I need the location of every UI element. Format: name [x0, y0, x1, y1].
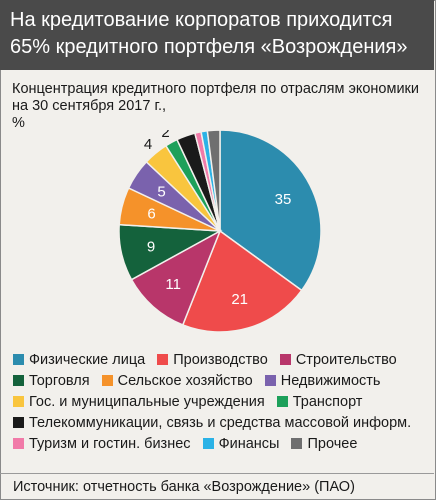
- pie-label-1: 35: [275, 191, 292, 208]
- page-title: На кредитование корпоратов приходится 65…: [10, 7, 430, 61]
- subtitle-line-1: Концентрация кредитного портфеля по отра…: [12, 81, 420, 97]
- subtitle-line-2: на 30 сентября 2017 г.,: [12, 98, 167, 114]
- pie-chart: 352111965423112: [118, 130, 322, 333]
- legend-item-transport: Транспорт: [276, 392, 363, 413]
- legend-label: Производство: [173, 352, 268, 368]
- legend-item-government: Гос. и муниципальные учреждения: [13, 392, 265, 413]
- title-line-1: На кредитование корпоратов приходится: [10, 9, 393, 31]
- legend-swatch: [264, 375, 276, 386]
- legend-swatch: [276, 396, 288, 407]
- legend-label: Физические лица: [29, 352, 146, 368]
- legend-label: Финансы: [218, 436, 280, 452]
- legend-label: Прочее: [307, 436, 358, 452]
- legend-swatch: [13, 438, 24, 449]
- legend-item-trade: Торговля: [13, 371, 90, 392]
- pie-label-8: 2: [161, 130, 169, 141]
- source-note: Источник: отчетность банка «Возрождение»…: [13, 479, 355, 495]
- pie-slice-3: [130, 229, 222, 326]
- legend-item-tourism: Туризм и гостин. бизнес: [13, 434, 191, 455]
- legend-label: Туризм и гостин. бизнес: [29, 436, 191, 452]
- legend-swatch: [157, 354, 169, 365]
- legend-item-real-estate: Недвижимость: [264, 371, 381, 392]
- legend-item-construction: Строительство: [279, 350, 397, 371]
- pie-label-5: 6: [147, 205, 155, 222]
- legend-row-1: Физические лица Производство Строительст…: [13, 350, 433, 371]
- legend-swatch: [279, 354, 291, 365]
- legend-label: Недвижимость: [280, 373, 381, 389]
- legend-item-agriculture: Сельское хозяйство: [101, 371, 253, 392]
- title-line-2: 65% кредитного портфеля «Возрождения»: [10, 36, 408, 58]
- pie-slice-1: [219, 130, 322, 292]
- legend-swatch: [202, 438, 214, 449]
- chart-subtitle: Концентрация кредитного портфеля по отра…: [12, 81, 432, 132]
- legend-label: Транспорт: [292, 394, 363, 410]
- legend-item-manufacturing: Производство: [157, 350, 268, 371]
- legend-item-individuals: Физические лица: [13, 350, 145, 371]
- legend-item-finance: Финансы: [202, 434, 280, 455]
- legend-label: Строительство: [295, 352, 397, 368]
- legend-label: Торговля: [29, 373, 90, 389]
- header-banner: На кредитование корпоратов приходится 65…: [0, 0, 434, 70]
- legend-row-2: Торговля Сельское хозяйство Недвижимость: [13, 371, 433, 392]
- pie-label-9: 3: [178, 130, 186, 134]
- legend-swatch: [13, 417, 24, 428]
- pie-label-7: 4: [144, 136, 152, 153]
- legend: Физические лица Производство Строительст…: [13, 350, 433, 455]
- legend-row-5: Туризм и гостин. бизнес Финансы Прочее: [13, 434, 433, 455]
- legend-swatch: [291, 438, 303, 449]
- legend-label: Телекоммуникации, связь и средства массо…: [29, 415, 412, 431]
- subtitle-line-3: %: [12, 115, 25, 131]
- pie-label-4: 9: [147, 238, 155, 255]
- legend-swatch: [13, 396, 24, 407]
- legend-swatch: [13, 354, 24, 365]
- legend-label: Сельское хозяйство: [117, 373, 253, 389]
- legend-row-4: Телекоммуникации, связь и средства массо…: [13, 413, 433, 434]
- pie-slice-12: [206, 130, 221, 232]
- legend-label: Гос. и муниципальные учреждения: [29, 394, 265, 410]
- legend-swatch: [101, 375, 113, 386]
- pie-slice-2: [181, 229, 303, 333]
- pie-label-3: 11: [165, 276, 181, 293]
- pie-labels: 352111965423112: [144, 130, 292, 308]
- legend-row-3: Гос. и муниципальные учреждения Транспор…: [13, 392, 433, 413]
- footer-divider: [0, 473, 434, 474]
- pie-slices: [118, 130, 322, 333]
- legend-swatch: [13, 375, 24, 386]
- pie-label-6: 5: [157, 183, 165, 200]
- legend-item-other: Прочее: [291, 434, 357, 455]
- legend-item-telecom: Телекоммуникации, связь и средства массо…: [13, 413, 411, 434]
- pie-label-2: 21: [231, 291, 248, 308]
